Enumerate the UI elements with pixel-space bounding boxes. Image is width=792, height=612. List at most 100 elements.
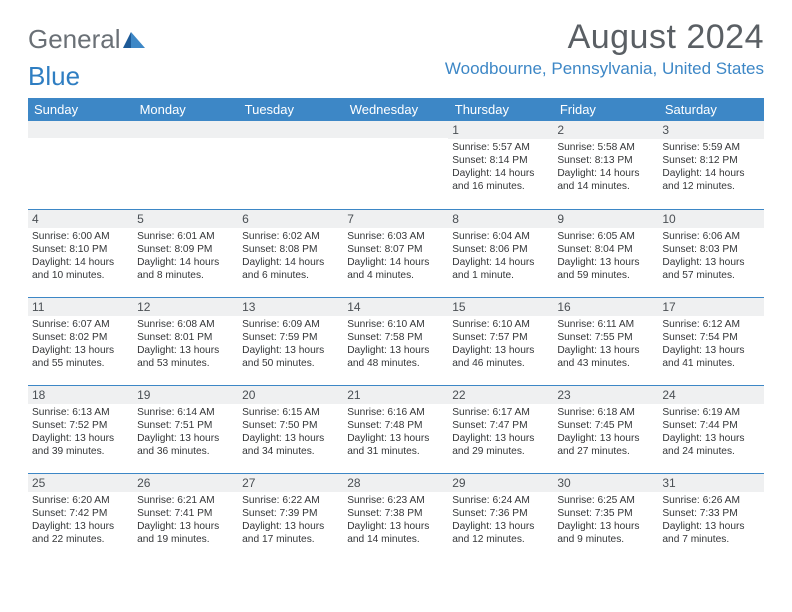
- daylight-text: Daylight: 13 hours and 27 minutes.: [557, 432, 654, 458]
- sunset-text: Sunset: 7:57 PM: [452, 331, 549, 344]
- daylight-text: Daylight: 13 hours and 7 minutes.: [662, 520, 759, 546]
- sunset-text: Sunset: 7:41 PM: [137, 507, 234, 520]
- sunrise-text: Sunrise: 6:25 AM: [557, 494, 654, 507]
- calendar-body: 1Sunrise: 5:57 AMSunset: 8:14 PMDaylight…: [28, 121, 764, 561]
- day-header: Friday: [553, 98, 658, 121]
- sunrise-text: Sunrise: 6:15 AM: [242, 406, 339, 419]
- sunrise-text: Sunrise: 6:13 AM: [32, 406, 129, 419]
- sunset-text: Sunset: 8:01 PM: [137, 331, 234, 344]
- sunset-text: Sunset: 7:48 PM: [347, 419, 444, 432]
- sunset-text: Sunset: 7:38 PM: [347, 507, 444, 520]
- location-subtitle: Woodbourne, Pennsylvania, United States: [445, 59, 764, 79]
- day-number: 2: [553, 121, 658, 139]
- sunrise-text: Sunrise: 6:17 AM: [452, 406, 549, 419]
- sunrise-text: Sunrise: 6:18 AM: [557, 406, 654, 419]
- calendar-day-cell: 2Sunrise: 5:58 AMSunset: 8:13 PMDaylight…: [553, 121, 658, 209]
- sunrise-text: Sunrise: 5:59 AM: [662, 141, 759, 154]
- logo-text-general: General: [28, 24, 121, 55]
- day-number: 1: [448, 121, 553, 139]
- day-number: 28: [343, 474, 448, 492]
- calendar-day-cell: 1Sunrise: 5:57 AMSunset: 8:14 PMDaylight…: [448, 121, 553, 209]
- daylight-text: Daylight: 13 hours and 36 minutes.: [137, 432, 234, 458]
- daylight-text: Daylight: 13 hours and 31 minutes.: [347, 432, 444, 458]
- day-detail: Sunrise: 6:05 AMSunset: 8:04 PMDaylight:…: [553, 228, 658, 284]
- day-number: 29: [448, 474, 553, 492]
- daylight-text: Daylight: 13 hours and 39 minutes.: [32, 432, 129, 458]
- sunrise-text: Sunrise: 6:08 AM: [137, 318, 234, 331]
- daylight-text: Daylight: 13 hours and 24 minutes.: [662, 432, 759, 458]
- calendar-day-cell: 15Sunrise: 6:10 AMSunset: 7:57 PMDayligh…: [448, 297, 553, 385]
- daylight-text: Daylight: 14 hours and 12 minutes.: [662, 167, 759, 193]
- day-detail: Sunrise: 6:19 AMSunset: 7:44 PMDaylight:…: [658, 404, 763, 460]
- day-header: Thursday: [448, 98, 553, 121]
- sunset-text: Sunset: 7:55 PM: [557, 331, 654, 344]
- sunrise-text: Sunrise: 6:20 AM: [32, 494, 129, 507]
- daylight-text: Daylight: 14 hours and 8 minutes.: [137, 256, 234, 282]
- calendar-day-cell: 22Sunrise: 6:17 AMSunset: 7:47 PMDayligh…: [448, 385, 553, 473]
- sunrise-text: Sunrise: 6:12 AM: [662, 318, 759, 331]
- calendar-day-cell: 10Sunrise: 6:06 AMSunset: 8:03 PMDayligh…: [658, 209, 763, 297]
- day-number: 9: [553, 210, 658, 228]
- day-detail: Sunrise: 5:57 AMSunset: 8:14 PMDaylight:…: [448, 139, 553, 195]
- sunrise-text: Sunrise: 6:06 AM: [662, 230, 759, 243]
- day-number: 21: [343, 386, 448, 404]
- calendar-table: SundayMondayTuesdayWednesdayThursdayFrid…: [28, 98, 764, 561]
- sunrise-text: Sunrise: 6:26 AM: [662, 494, 759, 507]
- daylight-text: Daylight: 14 hours and 14 minutes.: [557, 167, 654, 193]
- day-header: Sunday: [28, 98, 133, 121]
- day-number: 18: [28, 386, 133, 404]
- daylight-text: Daylight: 13 hours and 50 minutes.: [242, 344, 339, 370]
- sunset-text: Sunset: 7:51 PM: [137, 419, 234, 432]
- sunset-text: Sunset: 7:50 PM: [242, 419, 339, 432]
- calendar-day-cell: [133, 121, 238, 209]
- sunset-text: Sunset: 7:36 PM: [452, 507, 549, 520]
- day-detail: Sunrise: 6:10 AMSunset: 7:58 PMDaylight:…: [343, 316, 448, 372]
- day-number: 5: [133, 210, 238, 228]
- daylight-text: Daylight: 13 hours and 48 minutes.: [347, 344, 444, 370]
- calendar-day-cell: 27Sunrise: 6:22 AMSunset: 7:39 PMDayligh…: [238, 473, 343, 561]
- title-block: August 2024 Woodbourne, Pennsylvania, Un…: [445, 18, 764, 79]
- calendar-day-cell: 12Sunrise: 6:08 AMSunset: 8:01 PMDayligh…: [133, 297, 238, 385]
- day-detail: Sunrise: 6:11 AMSunset: 7:55 PMDaylight:…: [553, 316, 658, 372]
- logo-text-blue: Blue: [28, 61, 80, 92]
- sunset-text: Sunset: 7:45 PM: [557, 419, 654, 432]
- day-detail: Sunrise: 6:02 AMSunset: 8:08 PMDaylight:…: [238, 228, 343, 284]
- day-number: 27: [238, 474, 343, 492]
- day-number: 16: [553, 298, 658, 316]
- daylight-text: Daylight: 13 hours and 34 minutes.: [242, 432, 339, 458]
- calendar-day-cell: 30Sunrise: 6:25 AMSunset: 7:35 PMDayligh…: [553, 473, 658, 561]
- day-detail: Sunrise: 6:24 AMSunset: 7:36 PMDaylight:…: [448, 492, 553, 548]
- day-detail: Sunrise: 6:21 AMSunset: 7:41 PMDaylight:…: [133, 492, 238, 548]
- daylight-text: Daylight: 14 hours and 10 minutes.: [32, 256, 129, 282]
- day-number: 4: [28, 210, 133, 228]
- day-detail: Sunrise: 6:22 AMSunset: 7:39 PMDaylight:…: [238, 492, 343, 548]
- calendar-day-cell: 28Sunrise: 6:23 AMSunset: 7:38 PMDayligh…: [343, 473, 448, 561]
- calendar-header-row: SundayMondayTuesdayWednesdayThursdayFrid…: [28, 98, 764, 121]
- sunset-text: Sunset: 7:52 PM: [32, 419, 129, 432]
- day-header: Wednesday: [343, 98, 448, 121]
- calendar-day-cell: [28, 121, 133, 209]
- day-detail: Sunrise: 6:08 AMSunset: 8:01 PMDaylight:…: [133, 316, 238, 372]
- calendar-day-cell: 23Sunrise: 6:18 AMSunset: 7:45 PMDayligh…: [553, 385, 658, 473]
- day-header: Monday: [133, 98, 238, 121]
- day-detail: Sunrise: 6:06 AMSunset: 8:03 PMDaylight:…: [658, 228, 763, 284]
- calendar-week-row: 1Sunrise: 5:57 AMSunset: 8:14 PMDaylight…: [28, 121, 764, 209]
- sunrise-text: Sunrise: 6:05 AM: [557, 230, 654, 243]
- day-detail: [343, 138, 448, 142]
- day-detail: [133, 138, 238, 142]
- sunrise-text: Sunrise: 6:14 AM: [137, 406, 234, 419]
- calendar-day-cell: 16Sunrise: 6:11 AMSunset: 7:55 PMDayligh…: [553, 297, 658, 385]
- day-detail: Sunrise: 6:16 AMSunset: 7:48 PMDaylight:…: [343, 404, 448, 460]
- sunset-text: Sunset: 8:02 PM: [32, 331, 129, 344]
- daylight-text: Daylight: 14 hours and 4 minutes.: [347, 256, 444, 282]
- calendar-day-cell: 6Sunrise: 6:02 AMSunset: 8:08 PMDaylight…: [238, 209, 343, 297]
- daylight-text: Daylight: 14 hours and 16 minutes.: [452, 167, 549, 193]
- day-number: 6: [238, 210, 343, 228]
- sunrise-text: Sunrise: 6:16 AM: [347, 406, 444, 419]
- day-detail: Sunrise: 6:15 AMSunset: 7:50 PMDaylight:…: [238, 404, 343, 460]
- day-number: 24: [658, 386, 763, 404]
- sunset-text: Sunset: 7:54 PM: [662, 331, 759, 344]
- daylight-text: Daylight: 13 hours and 19 minutes.: [137, 520, 234, 546]
- sunset-text: Sunset: 7:47 PM: [452, 419, 549, 432]
- day-detail: Sunrise: 6:17 AMSunset: 7:47 PMDaylight:…: [448, 404, 553, 460]
